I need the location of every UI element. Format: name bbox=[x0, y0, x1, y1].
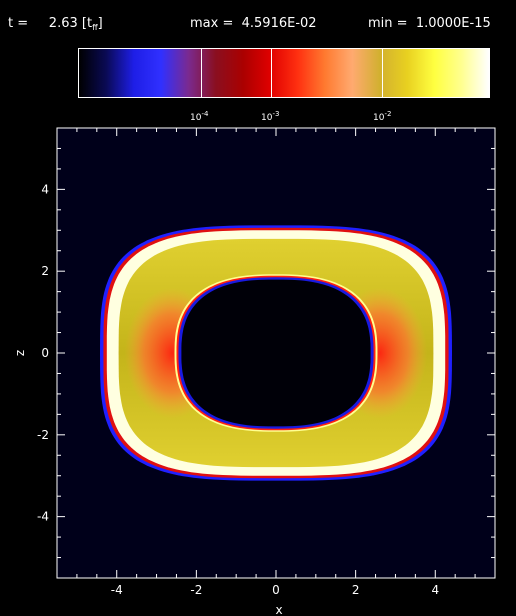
time-value: 2.63 bbox=[48, 16, 78, 31]
y-tick-label: 2 bbox=[41, 264, 49, 278]
max-readout: max = 4.5916E-02 bbox=[190, 16, 317, 31]
min-label: min = bbox=[368, 16, 408, 31]
min-readout: min = 1.0000E-15 bbox=[368, 16, 491, 31]
x-tick-label: -2 bbox=[190, 583, 202, 597]
y-tick-label: 0 bbox=[41, 346, 49, 360]
y-tick-label: -4 bbox=[37, 510, 49, 524]
time-unit-close: ] bbox=[97, 16, 103, 31]
time-label: t = bbox=[8, 16, 29, 31]
x-tick-label: 4 bbox=[431, 583, 439, 597]
colorbar-label-1e-2: 10-2 bbox=[373, 110, 392, 123]
time-unit: [t bbox=[81, 16, 93, 31]
colorbar-tick-1e-2 bbox=[382, 49, 383, 97]
max-label: max = bbox=[190, 16, 234, 31]
time-readout: t = 2.63 [tff] bbox=[8, 16, 103, 32]
x-tick-label: -4 bbox=[111, 583, 123, 597]
y-tick-label: 4 bbox=[41, 182, 49, 196]
max-value: 4.5916E-02 bbox=[241, 16, 317, 31]
y-axis: -4 -2 0 2 4 bbox=[37, 127, 495, 579]
colorbar-tick-1e-3 bbox=[271, 49, 272, 97]
x-axis: -4 -2 0 2 4 bbox=[56, 128, 496, 597]
colorbar-label-1e-4: 10-4 bbox=[190, 110, 209, 123]
colorbar bbox=[78, 48, 490, 98]
y-tick-label: -2 bbox=[37, 428, 49, 442]
y-axis-label: z bbox=[13, 350, 27, 356]
colorbar-label-1e-3: 10-3 bbox=[261, 110, 280, 123]
x-axis-label: x bbox=[275, 603, 282, 616]
colorbar-tick-1e-4 bbox=[201, 49, 202, 97]
time-unit-subscript: ff bbox=[92, 23, 98, 32]
x-tick-label: 0 bbox=[272, 583, 280, 597]
x-tick-label: 2 bbox=[352, 583, 360, 597]
shell-inner-cavity bbox=[181, 279, 371, 427]
min-value: 1.0000E-15 bbox=[415, 16, 491, 31]
